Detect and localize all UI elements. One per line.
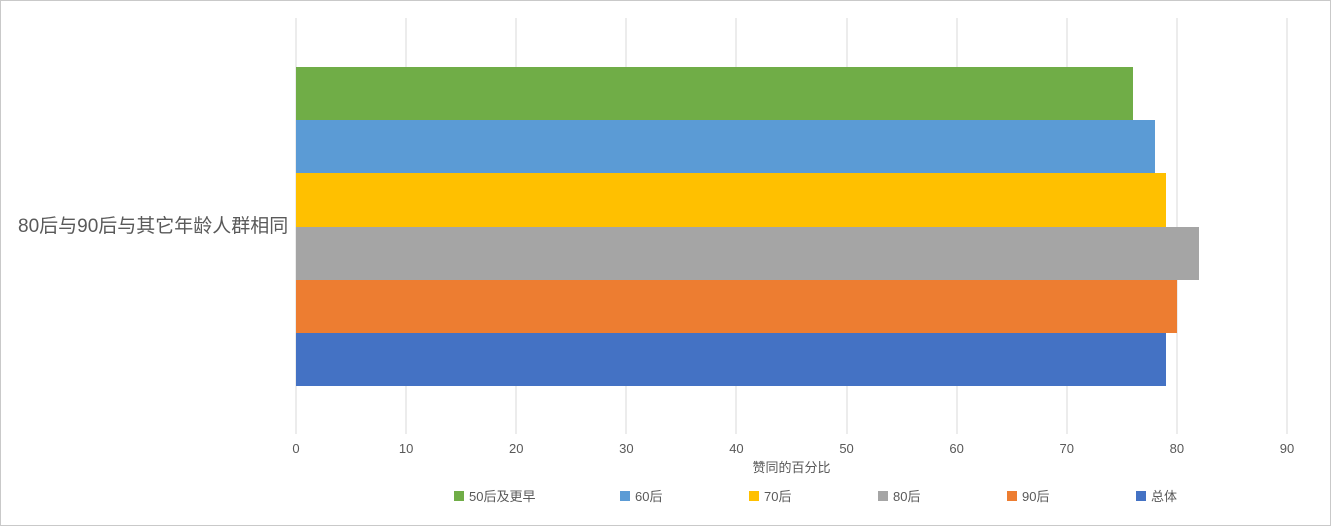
y-category-label: 80后与90后与其它年龄人群相同 xyxy=(18,216,289,237)
legend-item-90s[interactable]: 90后 xyxy=(1007,486,1049,505)
x-tick-label-10: 10 xyxy=(398,441,414,456)
legend-item-70s[interactable]: 70后 xyxy=(749,486,791,505)
plot-area xyxy=(295,18,1288,434)
legend: 50后及更早 60后 70后 80后 90后 总体 xyxy=(1,486,1330,505)
gridline-80 xyxy=(1176,18,1178,434)
x-tick-label-40: 40 xyxy=(729,441,744,456)
bar-series-3[interactable] xyxy=(296,226,1199,280)
legend-swatch-icon xyxy=(749,490,759,501)
x-tick-label-70: 70 xyxy=(1059,441,1074,456)
legend-label: 60后 xyxy=(635,489,663,504)
x-tick-label-20: 20 xyxy=(508,441,524,456)
legend-swatch-icon xyxy=(1136,490,1146,501)
gridline-90 xyxy=(1286,18,1288,434)
legend-label: 总体 xyxy=(1151,489,1178,504)
bar-series-1[interactable] xyxy=(296,120,1155,174)
x-tick-label-0: 0 xyxy=(292,441,300,456)
legend-label: 90后 xyxy=(1022,489,1050,504)
x-tick-label-50: 50 xyxy=(839,441,854,456)
legend-item-80s[interactable]: 80后 xyxy=(878,486,920,505)
bar-series-5[interactable] xyxy=(296,332,1166,387)
x-axis-title: 赞同的百分比 xyxy=(752,460,831,475)
legend-item-50s-and-earlier[interactable]: 50后及更早 xyxy=(454,486,535,505)
x-tick-label-90: 90 xyxy=(1279,441,1295,456)
x-tick-label-30: 30 xyxy=(619,441,634,456)
x-tick-label-80: 80 xyxy=(1169,441,1185,456)
legend-swatch-icon xyxy=(454,490,464,501)
bar-series-2[interactable] xyxy=(296,173,1166,227)
legend-label: 70后 xyxy=(764,489,792,504)
legend-label: 80后 xyxy=(893,489,921,504)
bar-series-0[interactable] xyxy=(296,67,1133,121)
legend-swatch-icon xyxy=(1007,490,1017,501)
legend-item-overall[interactable]: 总体 xyxy=(1136,486,1177,505)
legend-swatch-icon xyxy=(878,490,888,501)
legend-swatch-icon xyxy=(620,490,630,501)
legend-item-60s[interactable]: 60后 xyxy=(620,486,662,505)
bar-group xyxy=(296,67,1287,387)
x-tick-label-60: 60 xyxy=(949,441,964,456)
x-axis: 0 10 20 30 40 50 60 70 80 90 xyxy=(292,441,1294,457)
bar-series-4[interactable] xyxy=(296,279,1177,333)
legend-label: 50后及更早 xyxy=(469,489,536,504)
